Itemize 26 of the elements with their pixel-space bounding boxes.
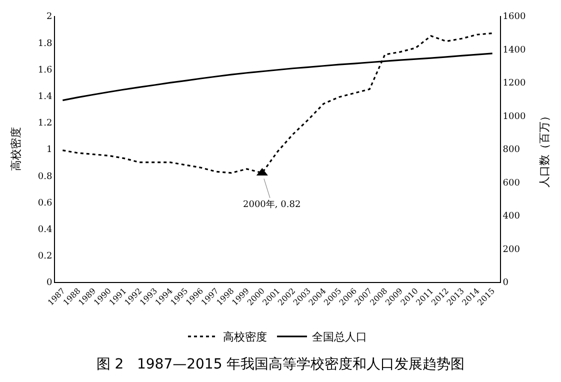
y-tick-label: 1.4	[38, 92, 52, 102]
y2-tick-label: 200	[502, 244, 520, 255]
legend-label: 高校密度	[223, 330, 267, 344]
y-tick-label: 1.6	[38, 65, 52, 76]
y2-tick-label: 800	[502, 145, 520, 156]
y-tick-label: 0.4	[38, 224, 52, 235]
y2-tick-label: 1600	[502, 12, 526, 22]
y-tick-label: 1	[46, 145, 52, 156]
y-tick-label: 2	[46, 12, 52, 22]
y-tick-label: 1.8	[38, 38, 52, 49]
annotation: 2000年, 0.82	[243, 199, 301, 210]
y2-tick-label: 1400	[502, 45, 526, 56]
y-tick-label: 0.6	[38, 198, 52, 208]
legend-label: 全国总人口	[312, 330, 367, 344]
y2-tick-label: 1200	[502, 78, 526, 89]
y2-tick-label: 600	[502, 178, 520, 188]
y-axis-title: 高校密度	[10, 127, 23, 171]
y-tick-label: 0.8	[38, 172, 52, 182]
y2-tick-label: 0	[502, 278, 509, 288]
y2-axis-title: 人口数（百万）	[538, 110, 552, 188]
y2-tick-label: 400	[502, 212, 520, 222]
y-tick-label: 1.2	[38, 118, 52, 129]
y2-tick-label: 1000	[502, 112, 526, 122]
y-tick-label: 0	[46, 278, 52, 288]
text: 图 2 1987—2015 年我国高等学校密度和人口发展趋势图	[96, 356, 465, 373]
y-tick-label: 0.2	[38, 252, 52, 262]
